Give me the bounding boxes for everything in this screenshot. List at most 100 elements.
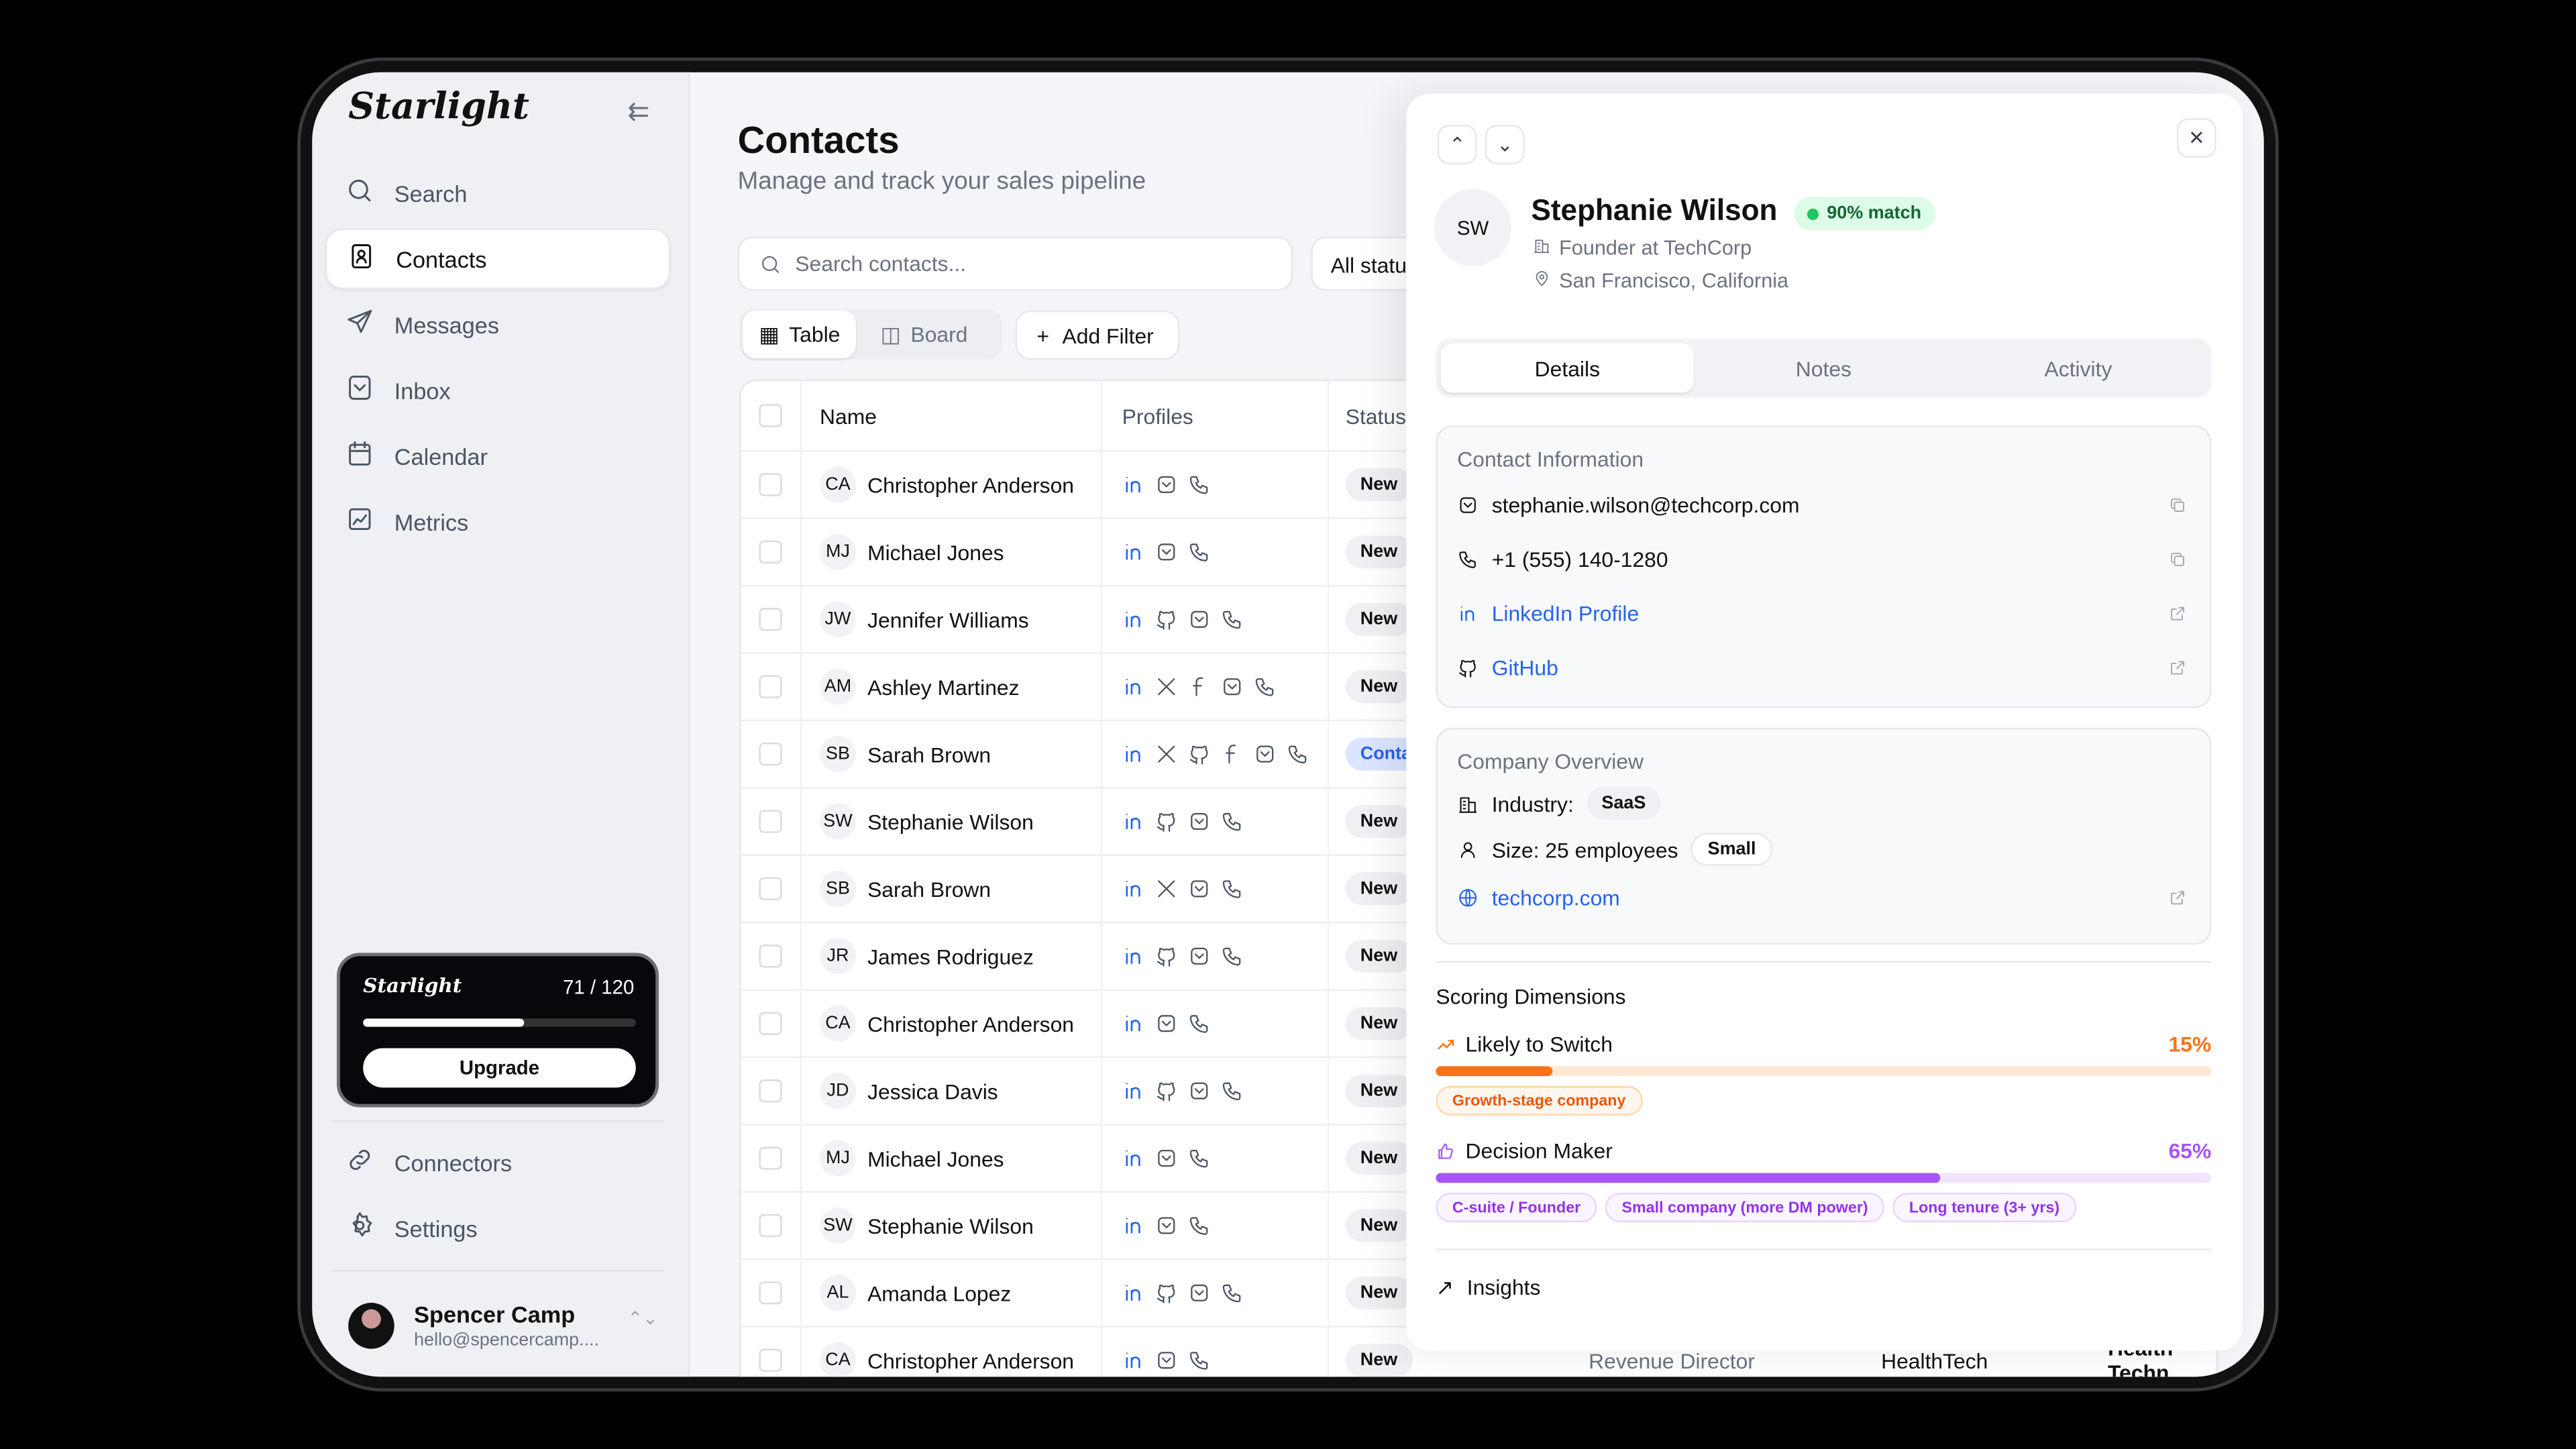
contact-name[interactable]: Ashley Martinez bbox=[867, 674, 1020, 700]
collapse-sidebar-icon[interactable]: ⇇ bbox=[627, 98, 650, 127]
mail-icon[interactable] bbox=[1188, 1281, 1211, 1304]
linkedin-icon[interactable] bbox=[1122, 473, 1145, 496]
phone-icon[interactable] bbox=[1221, 1281, 1244, 1304]
mail-icon[interactable] bbox=[1188, 810, 1211, 833]
contact-name[interactable]: Sarah Brown bbox=[867, 876, 991, 902]
mail-icon[interactable] bbox=[1188, 945, 1211, 967]
row-checkbox[interactable] bbox=[759, 945, 782, 968]
column-header-name[interactable]: Name bbox=[802, 381, 1103, 451]
row-checkbox[interactable] bbox=[759, 675, 782, 698]
select-all-checkbox[interactable] bbox=[759, 404, 782, 427]
linkedin-icon[interactable] bbox=[1122, 541, 1145, 564]
linkedin-icon[interactable] bbox=[1122, 1012, 1145, 1035]
github-icon[interactable] bbox=[1155, 1281, 1178, 1304]
mail-icon[interactable] bbox=[1221, 676, 1244, 698]
linkedin-icon[interactable] bbox=[1122, 1214, 1145, 1237]
github-icon[interactable] bbox=[1188, 743, 1211, 765]
mail-icon[interactable] bbox=[1188, 877, 1211, 900]
contact-name[interactable]: Michael Jones bbox=[867, 1146, 1004, 1171]
mail-icon[interactable] bbox=[1155, 541, 1178, 564]
phone-icon[interactable] bbox=[1221, 945, 1244, 967]
sidebar-item-search[interactable]: Search bbox=[325, 162, 670, 223]
sidebar-item-contacts[interactable]: Contacts bbox=[325, 228, 671, 290]
tab-table[interactable]: ▦ Table bbox=[742, 310, 857, 358]
phone-icon[interactable] bbox=[1188, 473, 1211, 496]
contact-name[interactable]: Sarah Brown bbox=[867, 741, 991, 767]
contact-name[interactable]: Christopher Anderson bbox=[867, 472, 1075, 497]
mail-icon[interactable] bbox=[1155, 1349, 1178, 1372]
linkedin-icon[interactable] bbox=[1122, 743, 1145, 765]
sidebar-item-messages[interactable]: Messages bbox=[325, 294, 670, 355]
search-input[interactable]: Search contacts... bbox=[737, 236, 1293, 291]
mail-icon[interactable] bbox=[1188, 1079, 1211, 1102]
linkedin-link[interactable]: LinkedIn Profile bbox=[1491, 601, 1640, 627]
phone-icon[interactable] bbox=[1188, 1146, 1211, 1169]
contact-name[interactable]: Christopher Anderson bbox=[867, 1348, 1075, 1373]
facebook-icon[interactable] bbox=[1221, 743, 1244, 765]
column-header-status[interactable]: Status bbox=[1345, 403, 1406, 428]
sidebar-item-settings[interactable]: Settings bbox=[325, 1197, 670, 1258]
row-checkbox[interactable] bbox=[759, 1214, 782, 1238]
row-checkbox[interactable] bbox=[759, 1281, 782, 1305]
github-icon[interactable] bbox=[1155, 608, 1178, 631]
row-checkbox[interactable] bbox=[759, 1012, 782, 1035]
user-profile[interactable]: Spencer Camp hello@spencercamp.... bbox=[348, 1301, 599, 1350]
table-row[interactable]: CA Christopher Anderson New Revenue Direc… bbox=[741, 1327, 2216, 1377]
phone-icon[interactable] bbox=[1188, 1012, 1211, 1035]
github-icon[interactable] bbox=[1155, 1079, 1178, 1102]
contact-name[interactable]: Jessica Davis bbox=[867, 1078, 998, 1104]
phone-icon[interactable] bbox=[1254, 676, 1277, 698]
tab-details[interactable]: Details bbox=[1440, 343, 1694, 393]
contact-name[interactable]: Jennifer Williams bbox=[867, 606, 1029, 632]
phone-icon[interactable] bbox=[1287, 743, 1309, 765]
linkedin-icon[interactable] bbox=[1122, 810, 1145, 833]
github-icon[interactable] bbox=[1155, 810, 1178, 833]
row-checkbox[interactable] bbox=[759, 810, 782, 833]
phone-icon[interactable] bbox=[1188, 1214, 1211, 1237]
mail-icon[interactable] bbox=[1155, 1214, 1178, 1237]
mail-icon[interactable] bbox=[1155, 1012, 1178, 1035]
phone-icon[interactable] bbox=[1188, 541, 1211, 564]
row-checkbox[interactable] bbox=[759, 473, 782, 496]
mail-icon[interactable] bbox=[1188, 608, 1211, 631]
linkedin-icon[interactable] bbox=[1122, 877, 1145, 900]
linkedin-icon[interactable] bbox=[1122, 608, 1145, 631]
sidebar-item-connectors[interactable]: Connectors bbox=[325, 1132, 670, 1193]
column-header-profiles[interactable]: Profiles bbox=[1102, 381, 1330, 451]
copy-icon[interactable] bbox=[2169, 550, 2187, 568]
phone-icon[interactable] bbox=[1221, 877, 1244, 900]
mail-icon[interactable] bbox=[1254, 743, 1277, 765]
row-checkbox[interactable] bbox=[759, 1348, 782, 1372]
contact-name[interactable]: Christopher Anderson bbox=[867, 1011, 1075, 1036]
website-link[interactable]: techcorp.com bbox=[1491, 885, 1620, 910]
linkedin-icon[interactable] bbox=[1122, 1146, 1145, 1169]
sidebar-item-metrics[interactable]: Metrics bbox=[325, 491, 670, 552]
next-contact-button[interactable]: ⌄ bbox=[1485, 125, 1525, 164]
external-link-icon[interactable] bbox=[2169, 659, 2187, 677]
sidebar-item-inbox[interactable]: Inbox bbox=[325, 360, 670, 421]
row-checkbox[interactable] bbox=[759, 1146, 782, 1170]
close-button[interactable]: ✕ bbox=[2176, 118, 2216, 158]
github-icon[interactable] bbox=[1155, 945, 1178, 967]
github-link[interactable]: GitHub bbox=[1491, 655, 1558, 680]
contact-name[interactable]: Stephanie Wilson bbox=[867, 1213, 1034, 1238]
row-checkbox[interactable] bbox=[759, 608, 782, 631]
contact-name[interactable]: Michael Jones bbox=[867, 539, 1004, 565]
external-link-icon[interactable] bbox=[2169, 604, 2187, 623]
tab-notes[interactable]: Notes bbox=[1795, 356, 1851, 380]
x-icon[interactable] bbox=[1155, 877, 1178, 900]
row-checkbox[interactable] bbox=[759, 742, 782, 766]
linkedin-icon[interactable] bbox=[1122, 945, 1145, 967]
add-filter-button[interactable]: + Add Filter bbox=[1015, 310, 1180, 360]
row-checkbox[interactable] bbox=[759, 1079, 782, 1103]
contact-name[interactable]: James Rodriguez bbox=[867, 943, 1034, 969]
linkedin-icon[interactable] bbox=[1122, 1079, 1145, 1102]
row-checkbox[interactable] bbox=[759, 877, 782, 901]
linkedin-icon[interactable] bbox=[1122, 676, 1145, 698]
linkedin-icon[interactable] bbox=[1122, 1349, 1145, 1372]
contact-name[interactable]: Amanda Lopez bbox=[867, 1280, 1012, 1305]
upgrade-button[interactable]: Upgrade bbox=[363, 1048, 636, 1088]
sidebar-item-calendar[interactable]: Calendar bbox=[325, 425, 670, 486]
tab-board[interactable]: ◫ Board bbox=[864, 311, 984, 358]
linkedin-icon[interactable] bbox=[1122, 1281, 1145, 1304]
